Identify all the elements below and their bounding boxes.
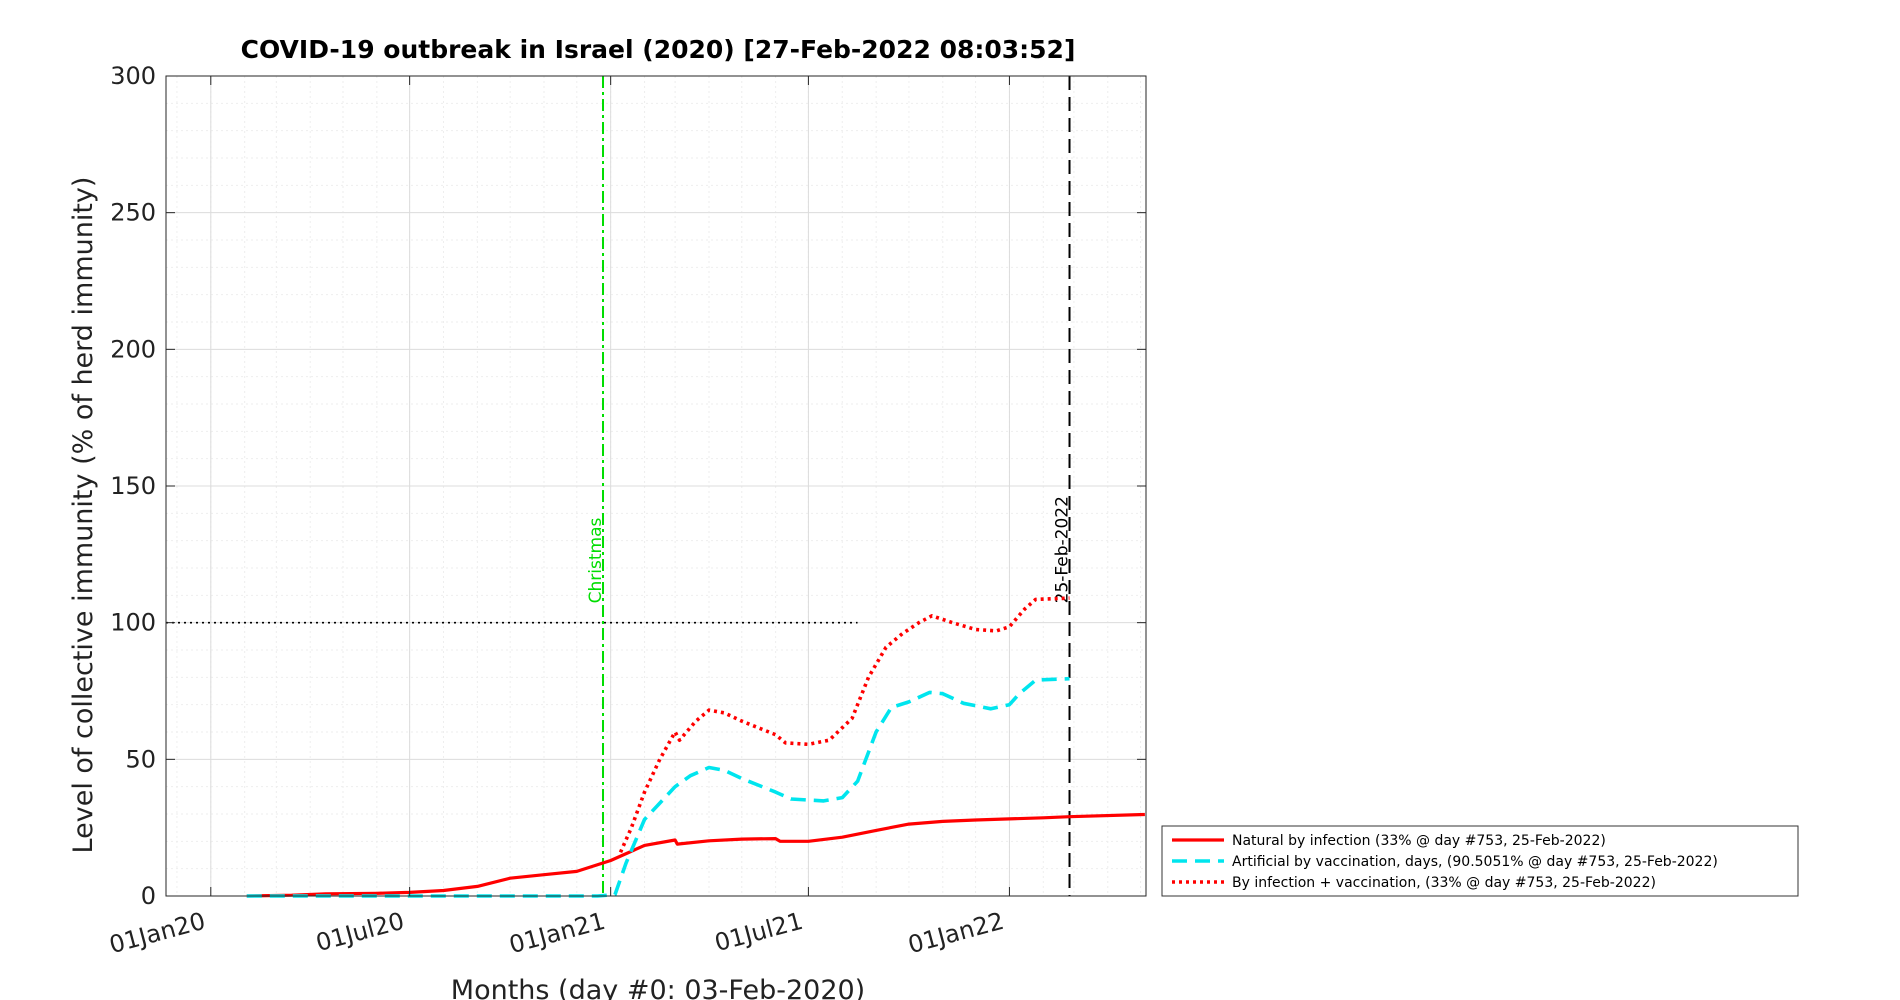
x-tick-label: 01Jul20 <box>313 907 407 957</box>
legend-entry-1: Artificial by vaccination, days, (90.505… <box>1232 854 1718 870</box>
grid <box>166 75 1146 897</box>
x-tick-label: 01Jul21 <box>712 907 806 957</box>
series-line-1 <box>246 676 1070 898</box>
y-tick-label: 150 <box>110 472 156 500</box>
reference-lines: Christmas 25-Feb-2022 <box>166 76 1073 896</box>
reference-label-1: 25-Feb-2022 <box>1053 496 1073 603</box>
y-tick-label: 100 <box>110 609 156 637</box>
series <box>246 596 1145 898</box>
x-tick-label: 01Jan20 <box>106 907 208 959</box>
y-tick-label: 250 <box>110 199 156 227</box>
chart-title: COVID-19 outbreak in Israel (2020) [27-F… <box>241 35 1076 64</box>
series-line-2 <box>618 596 1070 854</box>
x-axis-label: Months (day #0: 03-Feb-2020) <box>451 975 865 1000</box>
legend: Natural by infection (33% @ day #753, 25… <box>1161 825 1799 897</box>
y-tick-label: 50 <box>125 745 156 773</box>
legend-entry-0: Natural by infection (33% @ day #753, 25… <box>1232 833 1606 849</box>
x-tick-label: 01Jan21 <box>506 907 608 959</box>
y-tick-label: 0 <box>141 882 156 910</box>
reference-label-0: Christmas <box>586 517 606 603</box>
x-tick-label: 01Jan22 <box>905 907 1007 959</box>
y-tick-label: 300 <box>110 62 156 90</box>
legend-box <box>1161 825 1799 897</box>
y-axis-label: Level of collective immunity (% of herd … <box>68 177 99 854</box>
y-tick-label: 200 <box>110 335 156 363</box>
series-line-0 <box>246 812 1145 898</box>
legend-entry-2: By infection + vaccination, (33% @ day #… <box>1232 875 1656 891</box>
